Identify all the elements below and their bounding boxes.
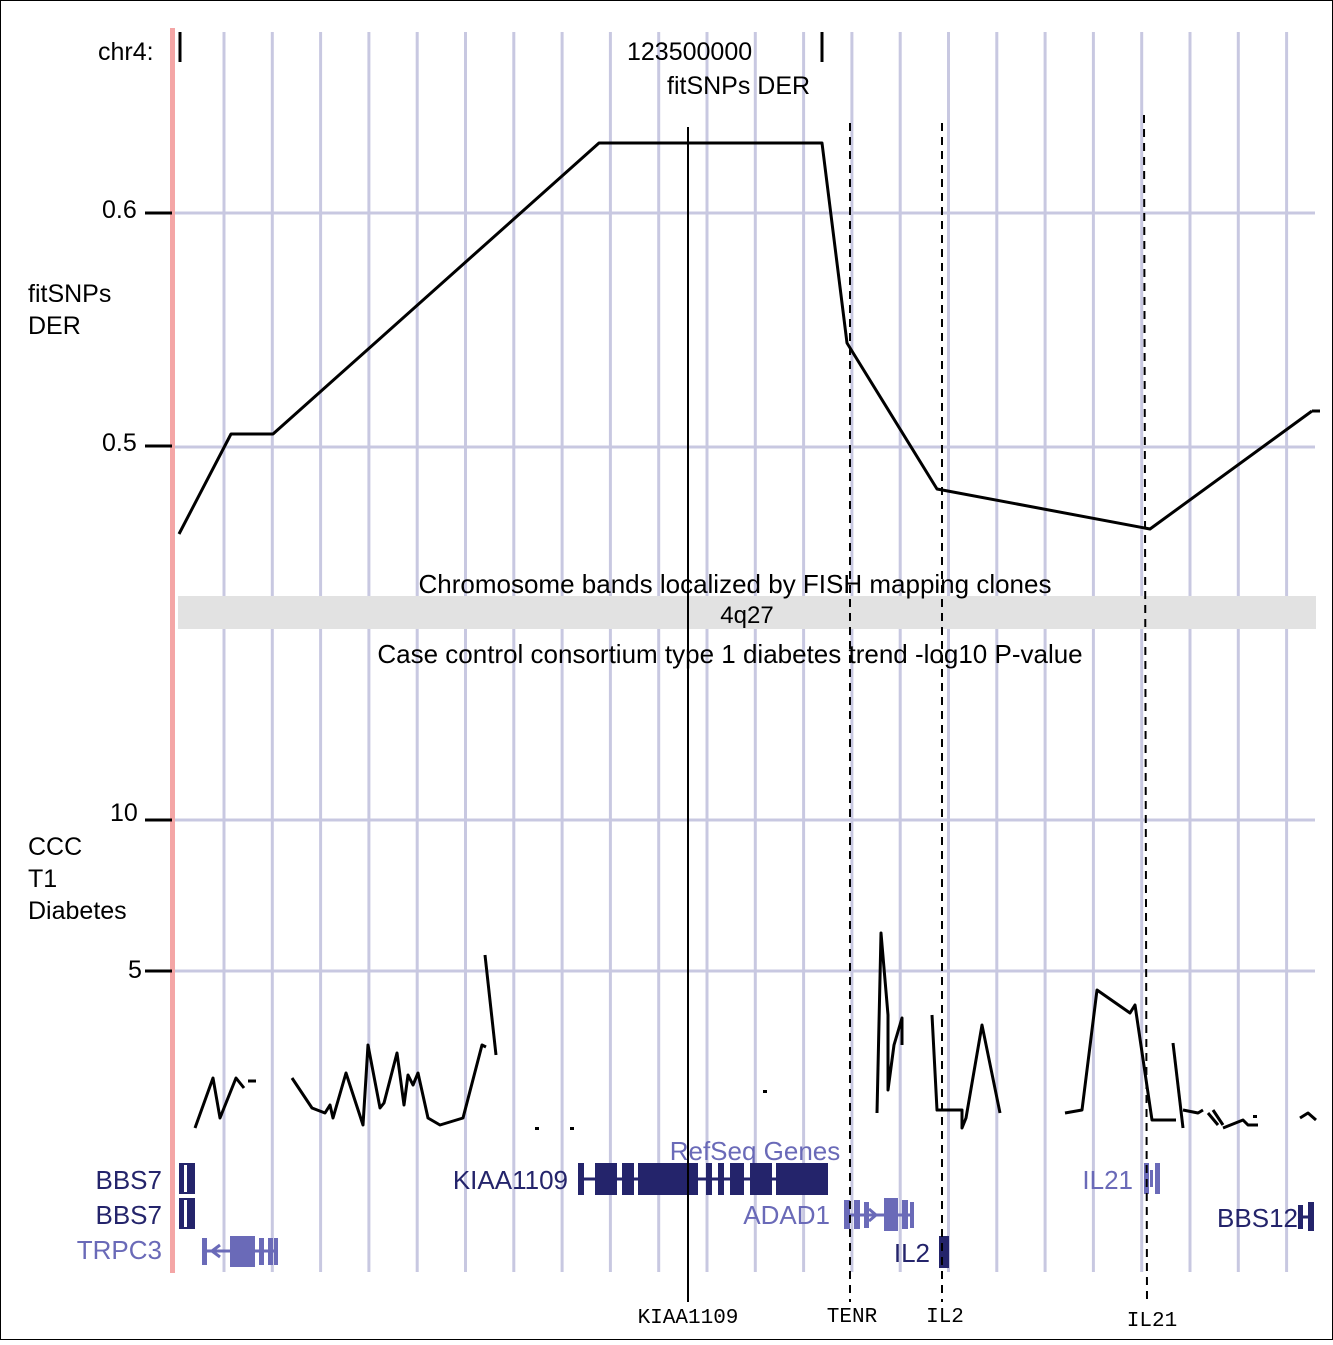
gene-label-il2[interactable]: IL2 — [894, 1238, 930, 1268]
der-tick-label-0.5: 0.5 — [102, 429, 137, 457]
t1d-signal-segment — [1064, 988, 1176, 1122]
gene-adad1-exon — [854, 1200, 860, 1229]
gene-trpc3-exon — [202, 1238, 207, 1265]
t1d-signal-dot — [1253, 1115, 1257, 1118]
der-track-label-line1: fitSNPs — [28, 280, 111, 308]
gene-adad1-exon — [910, 1202, 914, 1228]
t1d-signal-segment — [1222, 1118, 1258, 1130]
gene-adad1-exon — [864, 1202, 869, 1228]
gene-il2[interactable] — [939, 1236, 949, 1268]
gene-kiaa1109-exon — [578, 1163, 584, 1195]
horizontal-grid — [175, 211, 1315, 973]
gene-trpc3-arrow — [211, 1243, 221, 1259]
refseq-track-title: RefSeq Genes — [670, 1136, 841, 1166]
gene-kiaa1109-exon — [718, 1163, 724, 1195]
t1d-signal-segment — [930, 1014, 1002, 1130]
gene-adad1-exon — [884, 1198, 898, 1231]
t1d-signal — [193, 931, 1317, 1130]
t1d-signal-segment — [290, 1043, 487, 1127]
t1d-signal-dot — [763, 1090, 767, 1093]
marker-label-il2: IL2 — [926, 1306, 964, 1329]
t1d-signal-segment — [1206, 1112, 1220, 1126]
track-title-der: fitSNPs DER — [667, 72, 810, 100]
t1d-signal-segment — [193, 1076, 246, 1129]
gene-kiaa1109-exon — [595, 1163, 617, 1195]
gene-kiaa1109-exon — [622, 1163, 634, 1195]
gene-bbs7-a-gap — [184, 1165, 187, 1192]
marker-label-kiaa1109: KIAA1109 — [638, 1307, 739, 1330]
t1d-signal-dot — [570, 1127, 574, 1130]
gene-il21-exon — [1155, 1163, 1160, 1194]
marker-label-il21: IL21 — [1127, 1310, 1177, 1333]
gene-kiaa1109-exon — [706, 1163, 712, 1195]
gene-label-bbs7-b[interactable]: BBS7 — [96, 1200, 163, 1230]
gene-bbs7-b-gap — [184, 1200, 187, 1227]
gene-kiaa1109-exon — [730, 1163, 744, 1195]
t1d-signal-segment — [483, 954, 498, 1056]
gene-trpc3-exon — [259, 1238, 264, 1265]
gene-trpc3[interactable] — [202, 1236, 278, 1267]
gene-adad1[interactable] — [844, 1198, 914, 1231]
t1d-signal-dot — [535, 1127, 539, 1130]
gene-kiaa1109-exon — [776, 1163, 828, 1195]
gene-bbs12-exon — [1308, 1202, 1314, 1231]
marker-label-tenr: TENR — [827, 1306, 878, 1329]
t1d-tick-label-5: 5 — [128, 956, 142, 984]
t1d-track-label-line2: T1 — [28, 865, 57, 893]
gene-bbs12[interactable] — [1298, 1202, 1314, 1231]
t1d-signal-segment — [875, 931, 904, 1114]
gene-label-bbs12[interactable]: BBS12 — [1217, 1203, 1298, 1233]
gene-trpc3-exon — [230, 1236, 255, 1267]
chromosome-band — [178, 596, 1316, 629]
gene-il21[interactable] — [1144, 1163, 1160, 1194]
gene-trpc3-exon — [274, 1238, 278, 1265]
der-track-label-line2: DER — [28, 312, 81, 340]
vertical-grid — [222, 32, 1289, 1272]
left-position-bar — [170, 28, 175, 1273]
gene-adad1-exon — [902, 1200, 908, 1229]
band-track-title: Chromosome bands localized by FISH mappi… — [419, 569, 1052, 599]
t1d-signal-segment — [1211, 1109, 1225, 1126]
position-label: 123500000 — [627, 38, 752, 66]
t1d-signal-segment — [1299, 1111, 1317, 1122]
chrom-label: chr4: — [98, 38, 154, 66]
t1d-signal-segment — [1171, 1042, 1185, 1129]
t1d-signal-segment — [1182, 1108, 1204, 1115]
gene-label-il21[interactable]: IL21 — [1082, 1165, 1133, 1195]
der-tick-label-0.6: 0.6 — [102, 196, 137, 224]
t1d-track-label-line1: CCC — [28, 833, 82, 861]
gene-bbs12-exon — [1298, 1205, 1303, 1229]
gene-il21-exon — [1150, 1170, 1153, 1187]
gene-kiaa1109-exon — [750, 1163, 772, 1195]
gene-trpc3-exon — [268, 1238, 273, 1265]
gene-label-trpc3[interactable]: TRPC3 — [77, 1235, 162, 1265]
t1d-track-title: Case control consortium type 1 diabetes … — [377, 639, 1082, 669]
t1d-track-label-line3: Diabetes — [28, 897, 127, 925]
gene-adad1-exon — [844, 1200, 850, 1229]
der-signal-line — [177, 141, 1313, 535]
gene-label-kiaa1109[interactable]: KIAA1109 — [453, 1165, 568, 1195]
marker-line-il21 — [1143, 114, 1148, 1303]
gene-label-adad1[interactable]: ADAD1 — [743, 1200, 830, 1230]
t1d-tick-label-10: 10 — [110, 799, 138, 827]
gene-kiaa1109[interactable] — [578, 1163, 828, 1195]
band-name: 4q27 — [720, 602, 773, 629]
gene-il21-exon — [1144, 1163, 1149, 1194]
gene-label-bbs7-a[interactable]: BBS7 — [96, 1165, 163, 1195]
gene-adad1-arrow — [868, 1207, 877, 1223]
